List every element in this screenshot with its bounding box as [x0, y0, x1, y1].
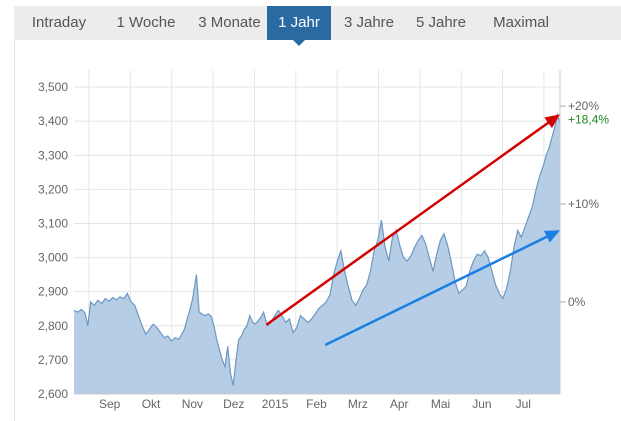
active-tab-pointer-icon	[293, 40, 305, 46]
tab-3-monate[interactable]: 3 Monate	[198, 14, 261, 31]
pct-tick-label: +10%	[568, 197, 599, 211]
x-tick-label: Jul	[516, 397, 531, 411]
tab-intraday[interactable]: Intraday	[31, 14, 87, 31]
x-tick-label: Dez	[223, 397, 244, 411]
y-tick-label: 3,400	[38, 114, 68, 128]
y-tick-label: 3,000	[38, 251, 68, 265]
tab-1-jahr-label: 1 Jahr	[278, 14, 320, 31]
x-tick-label: Mai	[431, 397, 450, 411]
x-tick-label: Nov	[182, 397, 203, 411]
pct-tick-label: 0%	[568, 295, 586, 309]
x-tick-label: Feb	[306, 397, 327, 411]
y-tick-label: 2,900	[38, 285, 68, 299]
x-tick-label: Apr	[390, 397, 409, 411]
y-tick-label: 3,500	[38, 80, 68, 94]
tab-maximal[interactable]: Maximal	[493, 14, 549, 31]
price-area	[73, 111, 561, 395]
red-trend-arrow-shaft	[266, 119, 553, 326]
y-tick-label: 3,300	[38, 148, 68, 162]
pct-tick-label: +20%	[568, 99, 599, 113]
y-tick-label: 3,100	[38, 216, 68, 230]
red-trend-arrow-head	[544, 114, 560, 129]
y-tick-label: 2,800	[38, 319, 68, 333]
y-tick-label: 2,700	[38, 353, 68, 367]
x-tick-label: Okt	[142, 397, 161, 411]
tab-5-jahre[interactable]: 5 Jahre	[415, 14, 467, 31]
trend-arrows	[266, 114, 560, 346]
axes: 2,600 2,700 2,800 2,900 3,000 3,100 3,200 3,300…	[38, 70, 609, 411]
x-tick-label: Jun	[472, 397, 491, 411]
last-change-label: +18,4%	[568, 112, 609, 126]
tab-1-woche[interactable]: 1 Woche	[116, 14, 176, 31]
chart-left-border	[14, 40, 15, 421]
blue-trend-arrow-shaft	[324, 233, 552, 346]
tab-3-jahre[interactable]: 3 Jahre	[343, 14, 395, 31]
y-tick-label: 3,200	[38, 182, 68, 196]
timeframe-tabbar: Intraday 1 Woche 3 Monate 1 Jahr 3 Jahre…	[14, 6, 621, 46]
blue-trend-arrow-head	[544, 230, 560, 243]
x-tick-label: Mrz	[348, 397, 368, 411]
price-line	[73, 111, 561, 386]
y-tick-label: 2,600	[38, 387, 68, 401]
x-tick-label: Sep	[99, 397, 121, 411]
x-tick-label: 2015	[262, 397, 289, 411]
price-area-fill	[74, 114, 560, 395]
tab-1-jahr[interactable]: 1 Jahr	[267, 6, 331, 46]
